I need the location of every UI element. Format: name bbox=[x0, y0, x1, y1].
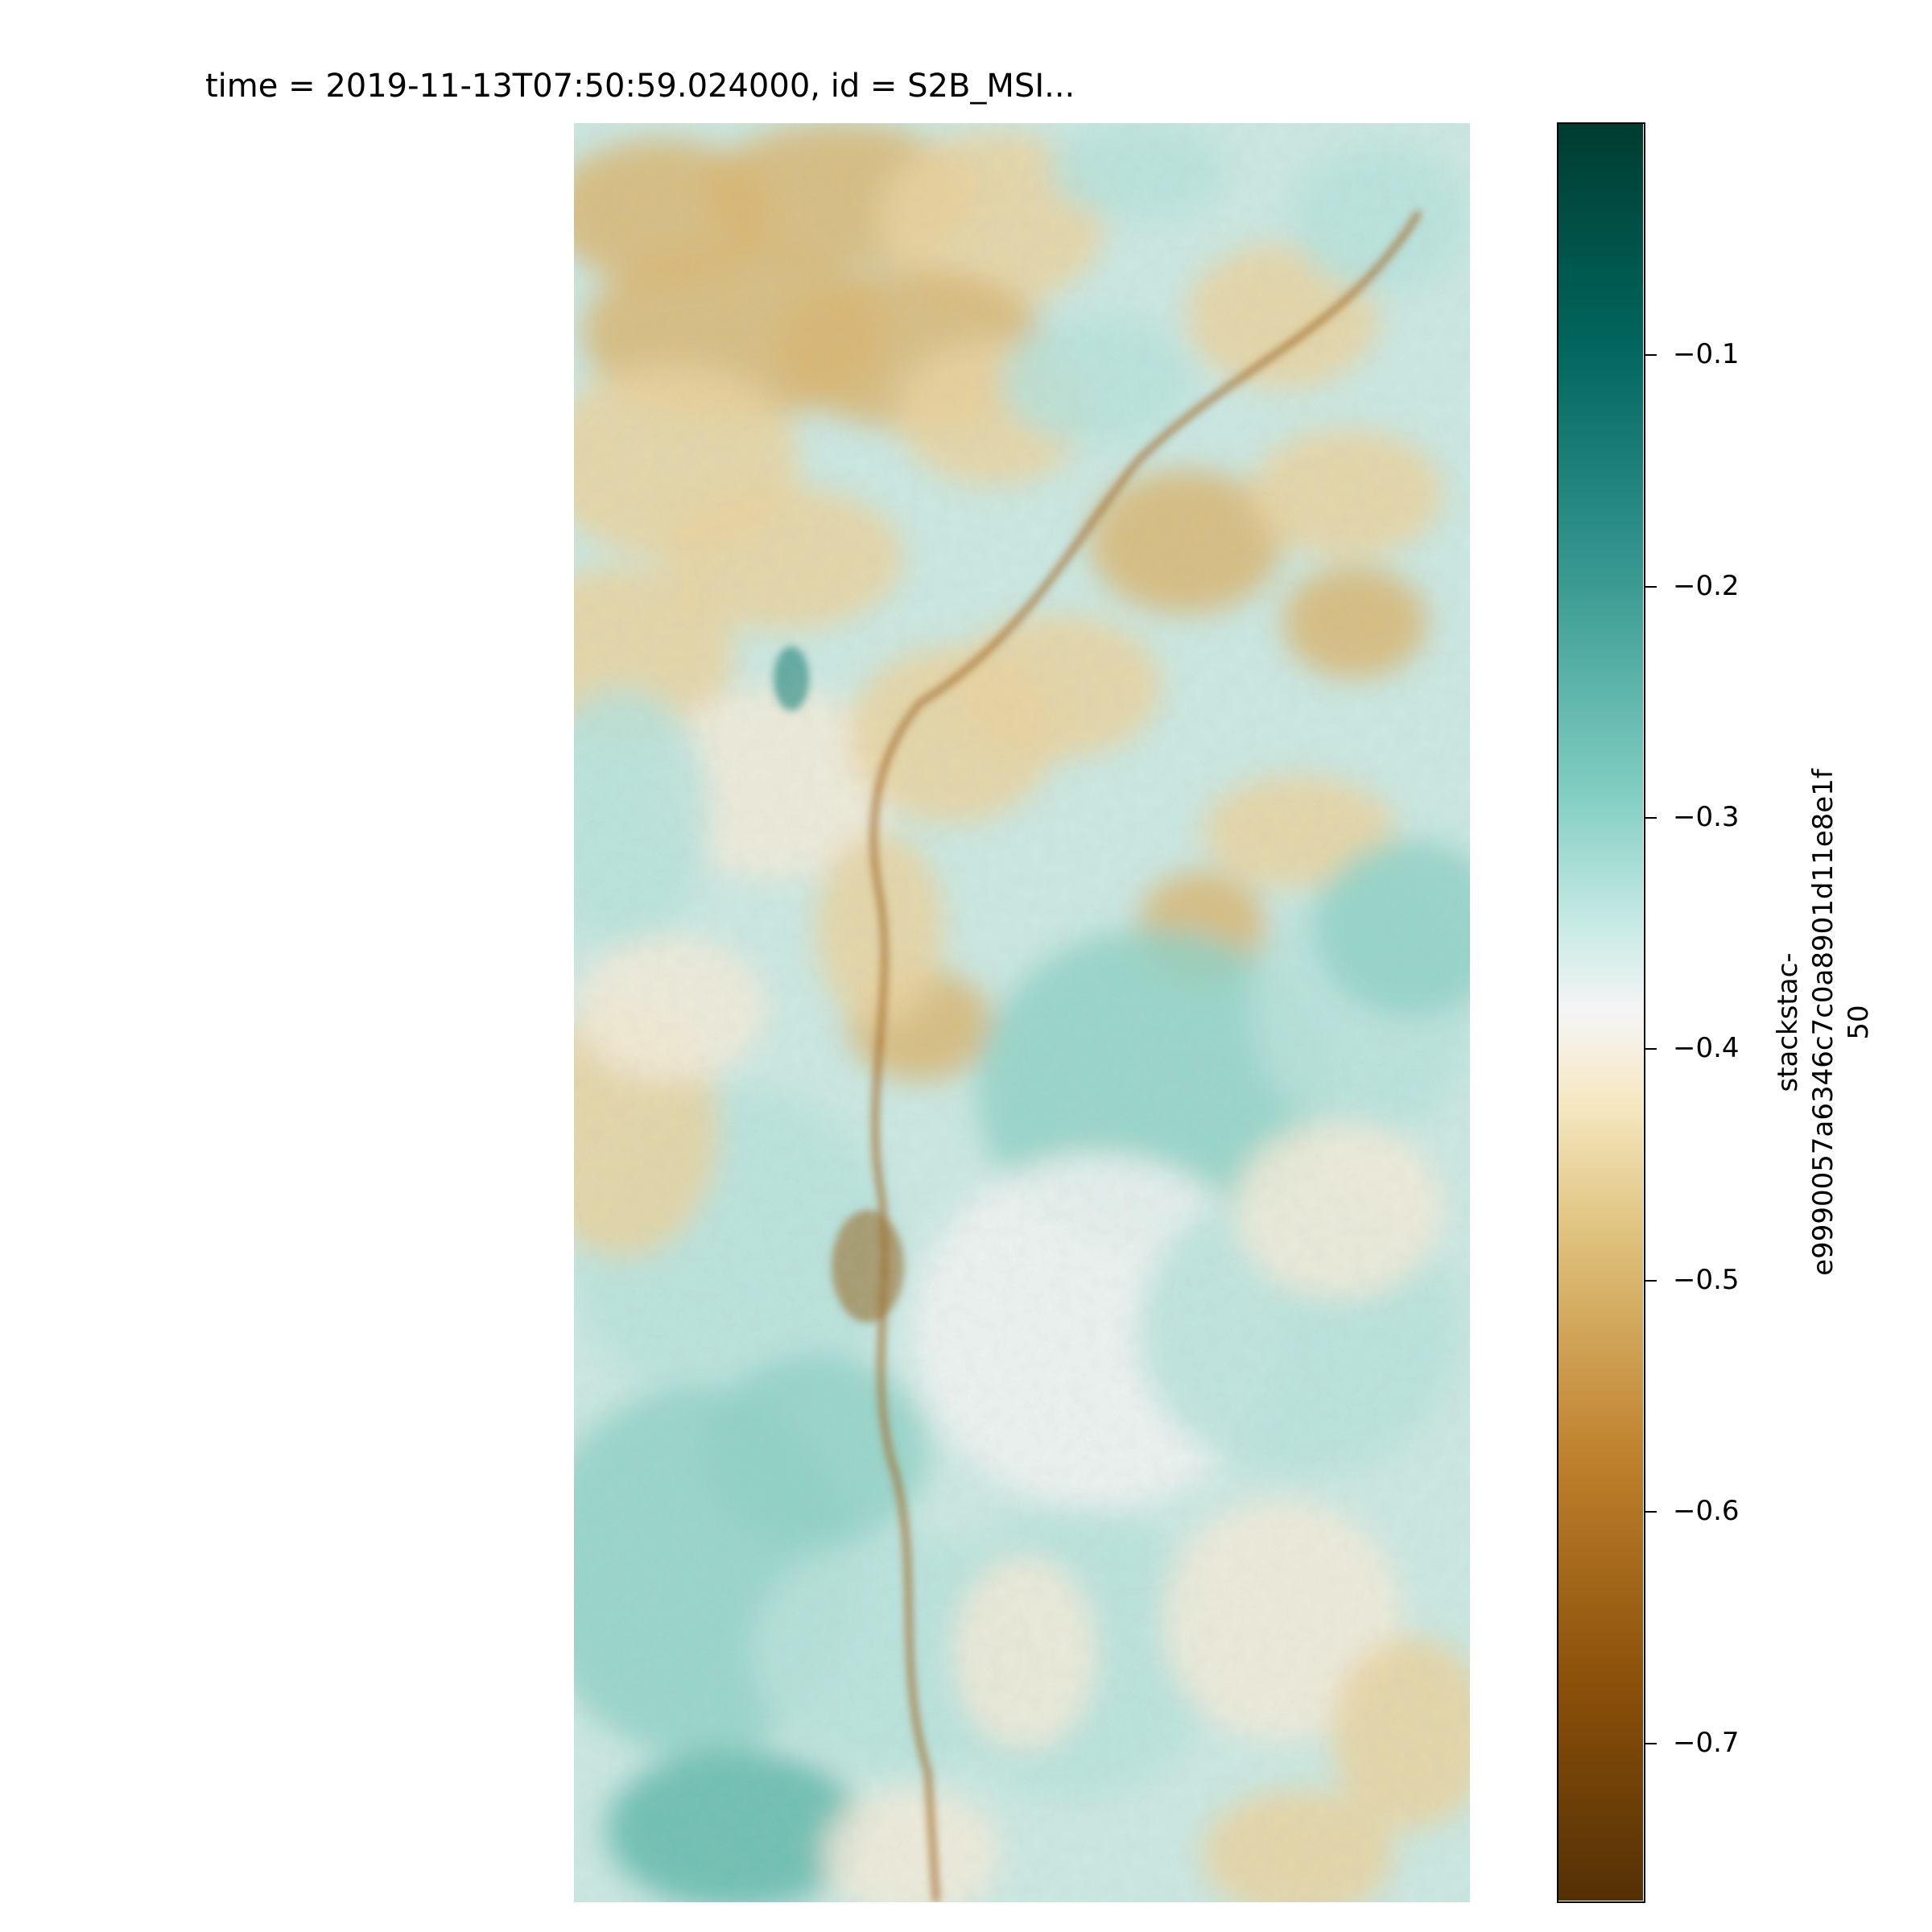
colorbar-tick-label: −0.2 bbox=[1673, 569, 1740, 602]
colorbar-tick-label: −0.7 bbox=[1673, 1726, 1740, 1759]
colorbar-tick-label: −0.3 bbox=[1673, 801, 1740, 834]
colorbar-tick-label: −0.6 bbox=[1673, 1495, 1740, 1528]
raster-texture bbox=[574, 123, 1470, 1902]
chart-title: time = 2019-11-13T07:50:59.024000, id = … bbox=[205, 68, 1075, 105]
colorbar-tick bbox=[1645, 1279, 1657, 1282]
colorbar-tick bbox=[1645, 817, 1657, 819]
colorbar-label-line-3: 50 bbox=[1843, 1005, 1875, 1040]
colorbar bbox=[1557, 122, 1645, 1903]
colorbar-tick bbox=[1645, 354, 1657, 357]
colorbar-tick-label: −0.1 bbox=[1673, 338, 1740, 371]
colorbar-tick bbox=[1645, 1511, 1657, 1513]
colorbar-tick-label: −0.4 bbox=[1673, 1032, 1740, 1065]
colorbar-tick bbox=[1645, 585, 1657, 588]
colorbar-tick-label: −0.5 bbox=[1673, 1263, 1740, 1296]
colorbar-label-text: stackstac- e9990057a6346c7c0a8901d11e8e1… bbox=[1770, 769, 1876, 1276]
colorbar-tick bbox=[1645, 1048, 1657, 1051]
raster-map bbox=[574, 123, 1470, 1902]
colorbar-label-line-1: stackstac- bbox=[1772, 952, 1804, 1092]
raster-image bbox=[574, 123, 1470, 1902]
colorbar-label-line-2: e9990057a6346c7c0a8901d11e8e1f bbox=[1807, 769, 1839, 1276]
colorbar-tick bbox=[1645, 1742, 1657, 1744]
colorbar-gradient bbox=[1558, 124, 1643, 1901]
